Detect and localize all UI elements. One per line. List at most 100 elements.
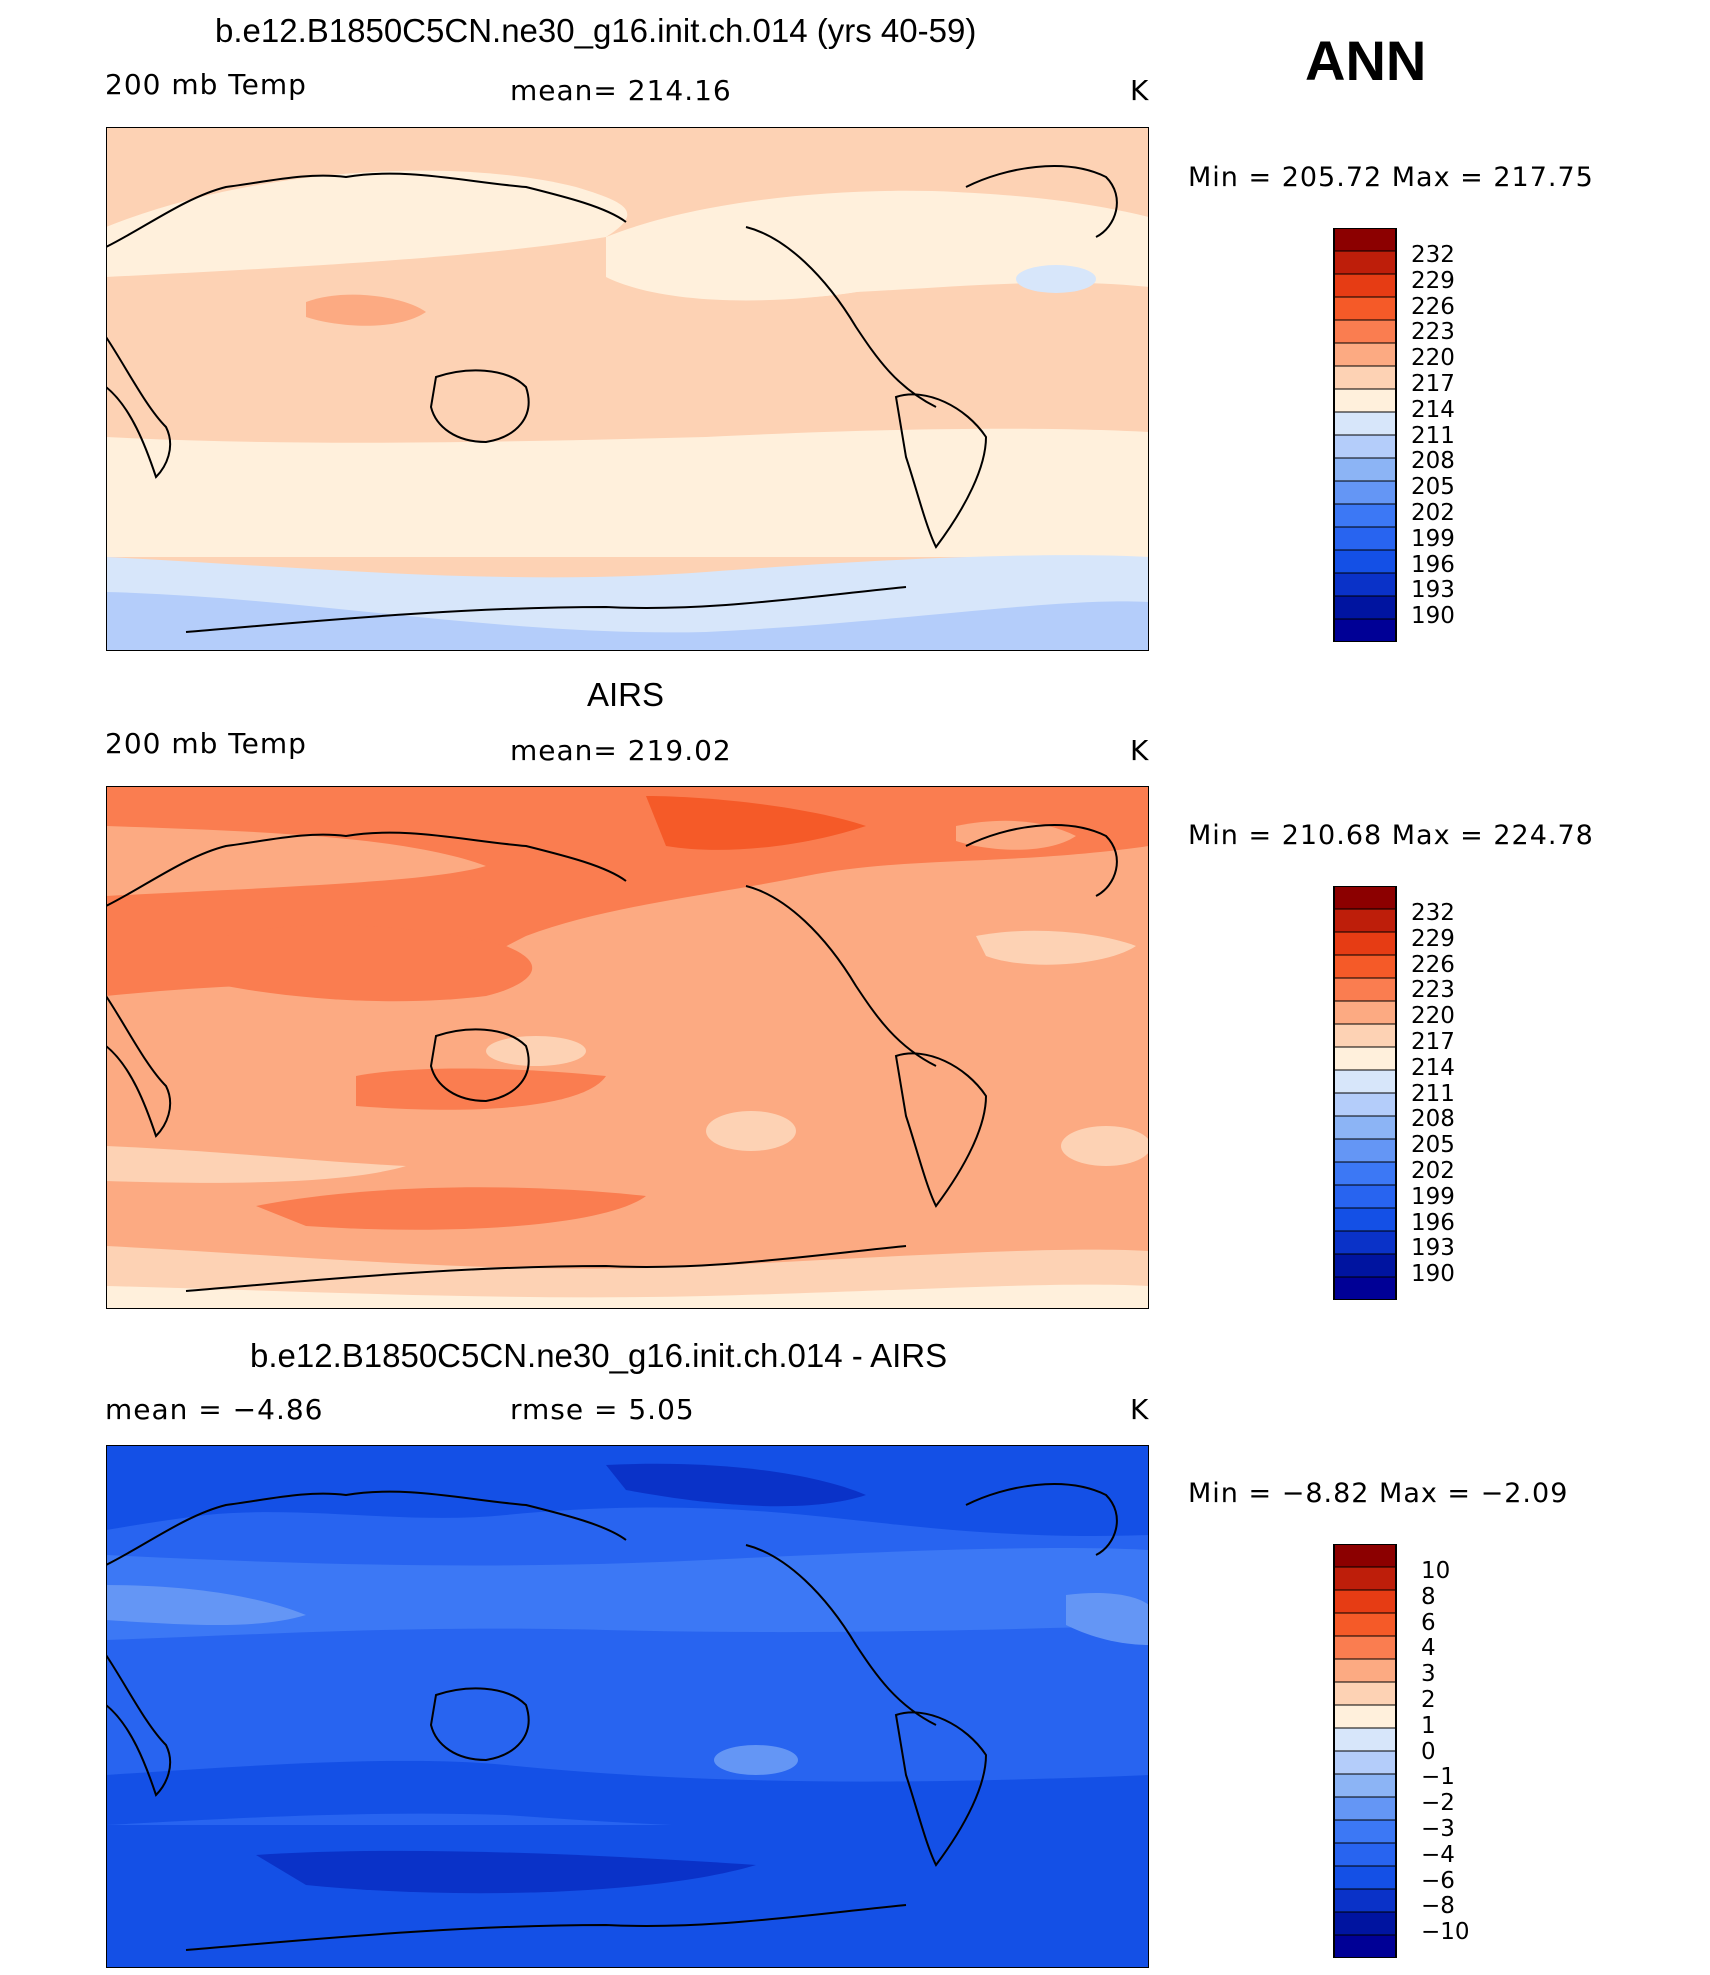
panel1-map	[106, 127, 1149, 651]
panel2-colorbar-ticks: 232 229 226 223 220 217 214 211 208 205 …	[1411, 900, 1455, 1287]
colorbar-swatch	[1333, 526, 1397, 551]
panel3-colorbar-swatches	[1333, 1544, 1397, 1958]
colorbar-border	[1333, 1544, 1397, 1958]
colorbar-swatch	[1333, 273, 1397, 298]
panel1-variable-label: 200 mb Temp	[105, 68, 307, 101]
cbar-tick: −8	[1421, 1893, 1455, 1920]
cbar-tick: 223	[1411, 319, 1455, 346]
cbar-tick: −1	[1421, 1764, 1455, 1791]
cbar-tick: 193	[1411, 577, 1455, 604]
colorbar-swatch	[1333, 1253, 1397, 1278]
panel3-mean-label: mean = −4.86	[105, 1393, 324, 1426]
cbar-tick: 196	[1411, 1209, 1455, 1236]
colorbar-swatch	[1333, 1865, 1397, 1890]
colorbar-swatch	[1333, 1773, 1397, 1798]
colorbar-swatch	[1333, 1207, 1397, 1232]
colorbar-swatch	[1333, 296, 1397, 321]
colorbar-swatch	[1333, 1230, 1397, 1255]
cbar-tick: 193	[1411, 1235, 1455, 1262]
colorbar-swatch	[1333, 1046, 1397, 1071]
colorbar-swatch	[1333, 908, 1397, 933]
cbar-tick: −2	[1421, 1790, 1455, 1817]
cbar-tick: 202	[1411, 1157, 1455, 1184]
cbar-tick: 3	[1421, 1661, 1436, 1688]
colorbar-swatch	[1333, 1681, 1397, 1706]
cbar-tick: 220	[1411, 1003, 1455, 1030]
cbar-tick: 211	[1411, 422, 1455, 449]
cbar-tick: −4	[1421, 1841, 1455, 1868]
colorbar-swatch	[1333, 250, 1397, 275]
panel3-units-label: K	[1130, 1393, 1150, 1426]
colorbar-swatch	[1333, 434, 1397, 459]
colorbar-swatch	[1333, 1161, 1397, 1186]
panel2-minmax: Min = 210.68 Max = 224.78	[1188, 820, 1594, 851]
panel2-variable-label: 200 mb Temp	[105, 727, 307, 760]
colorbar-swatch	[1333, 1000, 1397, 1025]
colorbar-swatch	[1333, 228, 1397, 252]
panel3-colorbar	[1333, 1544, 1397, 1958]
cbar-tick: 8	[1421, 1583, 1436, 1610]
colorbar-swatch	[1333, 1911, 1397, 1936]
cbar-tick: 232	[1411, 242, 1455, 268]
cbar-tick: 205	[1411, 474, 1455, 501]
colorbar-swatch	[1333, 954, 1397, 979]
cbar-tick: −3	[1421, 1815, 1455, 1842]
cbar-tick: 199	[1411, 1183, 1455, 1210]
cbar-tick: 4	[1421, 1635, 1436, 1662]
colorbar-swatch	[1333, 1115, 1397, 1140]
colorbar-swatch	[1333, 480, 1397, 505]
cbar-tick: 205	[1411, 1132, 1455, 1159]
colorbar-swatch	[1333, 1276, 1397, 1300]
panel1-minmax: Min = 205.72 Max = 217.75	[1188, 162, 1594, 193]
panel2-mean-label: mean= 219.02	[510, 734, 732, 767]
cbar-tick: 190	[1411, 603, 1455, 630]
cbar-tick: 211	[1411, 1080, 1455, 1107]
panel3-title: b.e12.B1850C5CN.ne30_g16.init.ch.014 - A…	[250, 1337, 948, 1374]
colorbar-swatch	[1333, 1589, 1397, 1614]
cbar-tick: 0	[1421, 1738, 1436, 1765]
colorbar-swatch	[1333, 1635, 1397, 1660]
colorbar-swatch	[1333, 1796, 1397, 1821]
colorbar-swatch	[1333, 1888, 1397, 1913]
colorbar-swatch	[1333, 388, 1397, 413]
cbar-tick: −10	[1421, 1919, 1470, 1946]
panel3-map	[106, 1445, 1149, 1968]
panel1-mean-label: mean= 214.16	[510, 74, 732, 107]
panel1-colorbar-swatches	[1333, 228, 1397, 642]
colorbar-swatch	[1333, 1069, 1397, 1094]
colorbar-swatch	[1333, 595, 1397, 620]
cbar-tick: 196	[1411, 551, 1455, 578]
cbar-tick: 223	[1411, 977, 1455, 1004]
cbar-tick: 214	[1411, 1054, 1455, 1081]
colorbar-swatch	[1333, 1092, 1397, 1117]
colorbar-swatch	[1333, 1750, 1397, 1775]
cbar-tick: 6	[1421, 1609, 1436, 1636]
cbar-tick: 229	[1411, 925, 1455, 952]
cbar-tick: 208	[1411, 448, 1455, 475]
colorbar-swatch	[1333, 457, 1397, 482]
panel2-units-label: K	[1130, 734, 1150, 767]
colorbar-swatch	[1333, 1934, 1397, 1958]
colorbar-swatch	[1333, 618, 1397, 642]
colorbar-swatch	[1333, 1842, 1397, 1867]
cbar-tick: 217	[1411, 370, 1455, 397]
colorbar-swatch	[1333, 1023, 1397, 1048]
cbar-tick: 190	[1411, 1261, 1455, 1288]
colorbar-swatch	[1333, 1544, 1397, 1568]
colorbar-swatch	[1333, 1138, 1397, 1163]
colorbar-swatch	[1333, 319, 1397, 344]
colorbar-swatch	[1333, 886, 1397, 910]
cbar-tick: 208	[1411, 1106, 1455, 1133]
panel1-colorbar-ticks: 232 229 226 223 220 217 214 211 208 205 …	[1411, 242, 1455, 629]
panel3-colorbar-ticks: 10 8 6 4 3 2 1 0 −1 −2 −3 −4 −6 −8 −10	[1421, 1558, 1470, 1945]
colorbar-swatch	[1333, 1612, 1397, 1637]
colorbar-swatch	[1333, 1184, 1397, 1209]
panel1-colorbar	[1333, 228, 1397, 642]
colorbar-swatch	[1333, 1566, 1397, 1591]
colorbar-swatch	[1333, 977, 1397, 1002]
cbar-tick: 229	[1411, 267, 1455, 294]
colorbar-swatch	[1333, 572, 1397, 597]
panel3-minmax: Min = −8.82 Max = −2.09	[1188, 1478, 1569, 1509]
colorbar-swatch	[1333, 1819, 1397, 1844]
cbar-tick: 202	[1411, 499, 1455, 526]
